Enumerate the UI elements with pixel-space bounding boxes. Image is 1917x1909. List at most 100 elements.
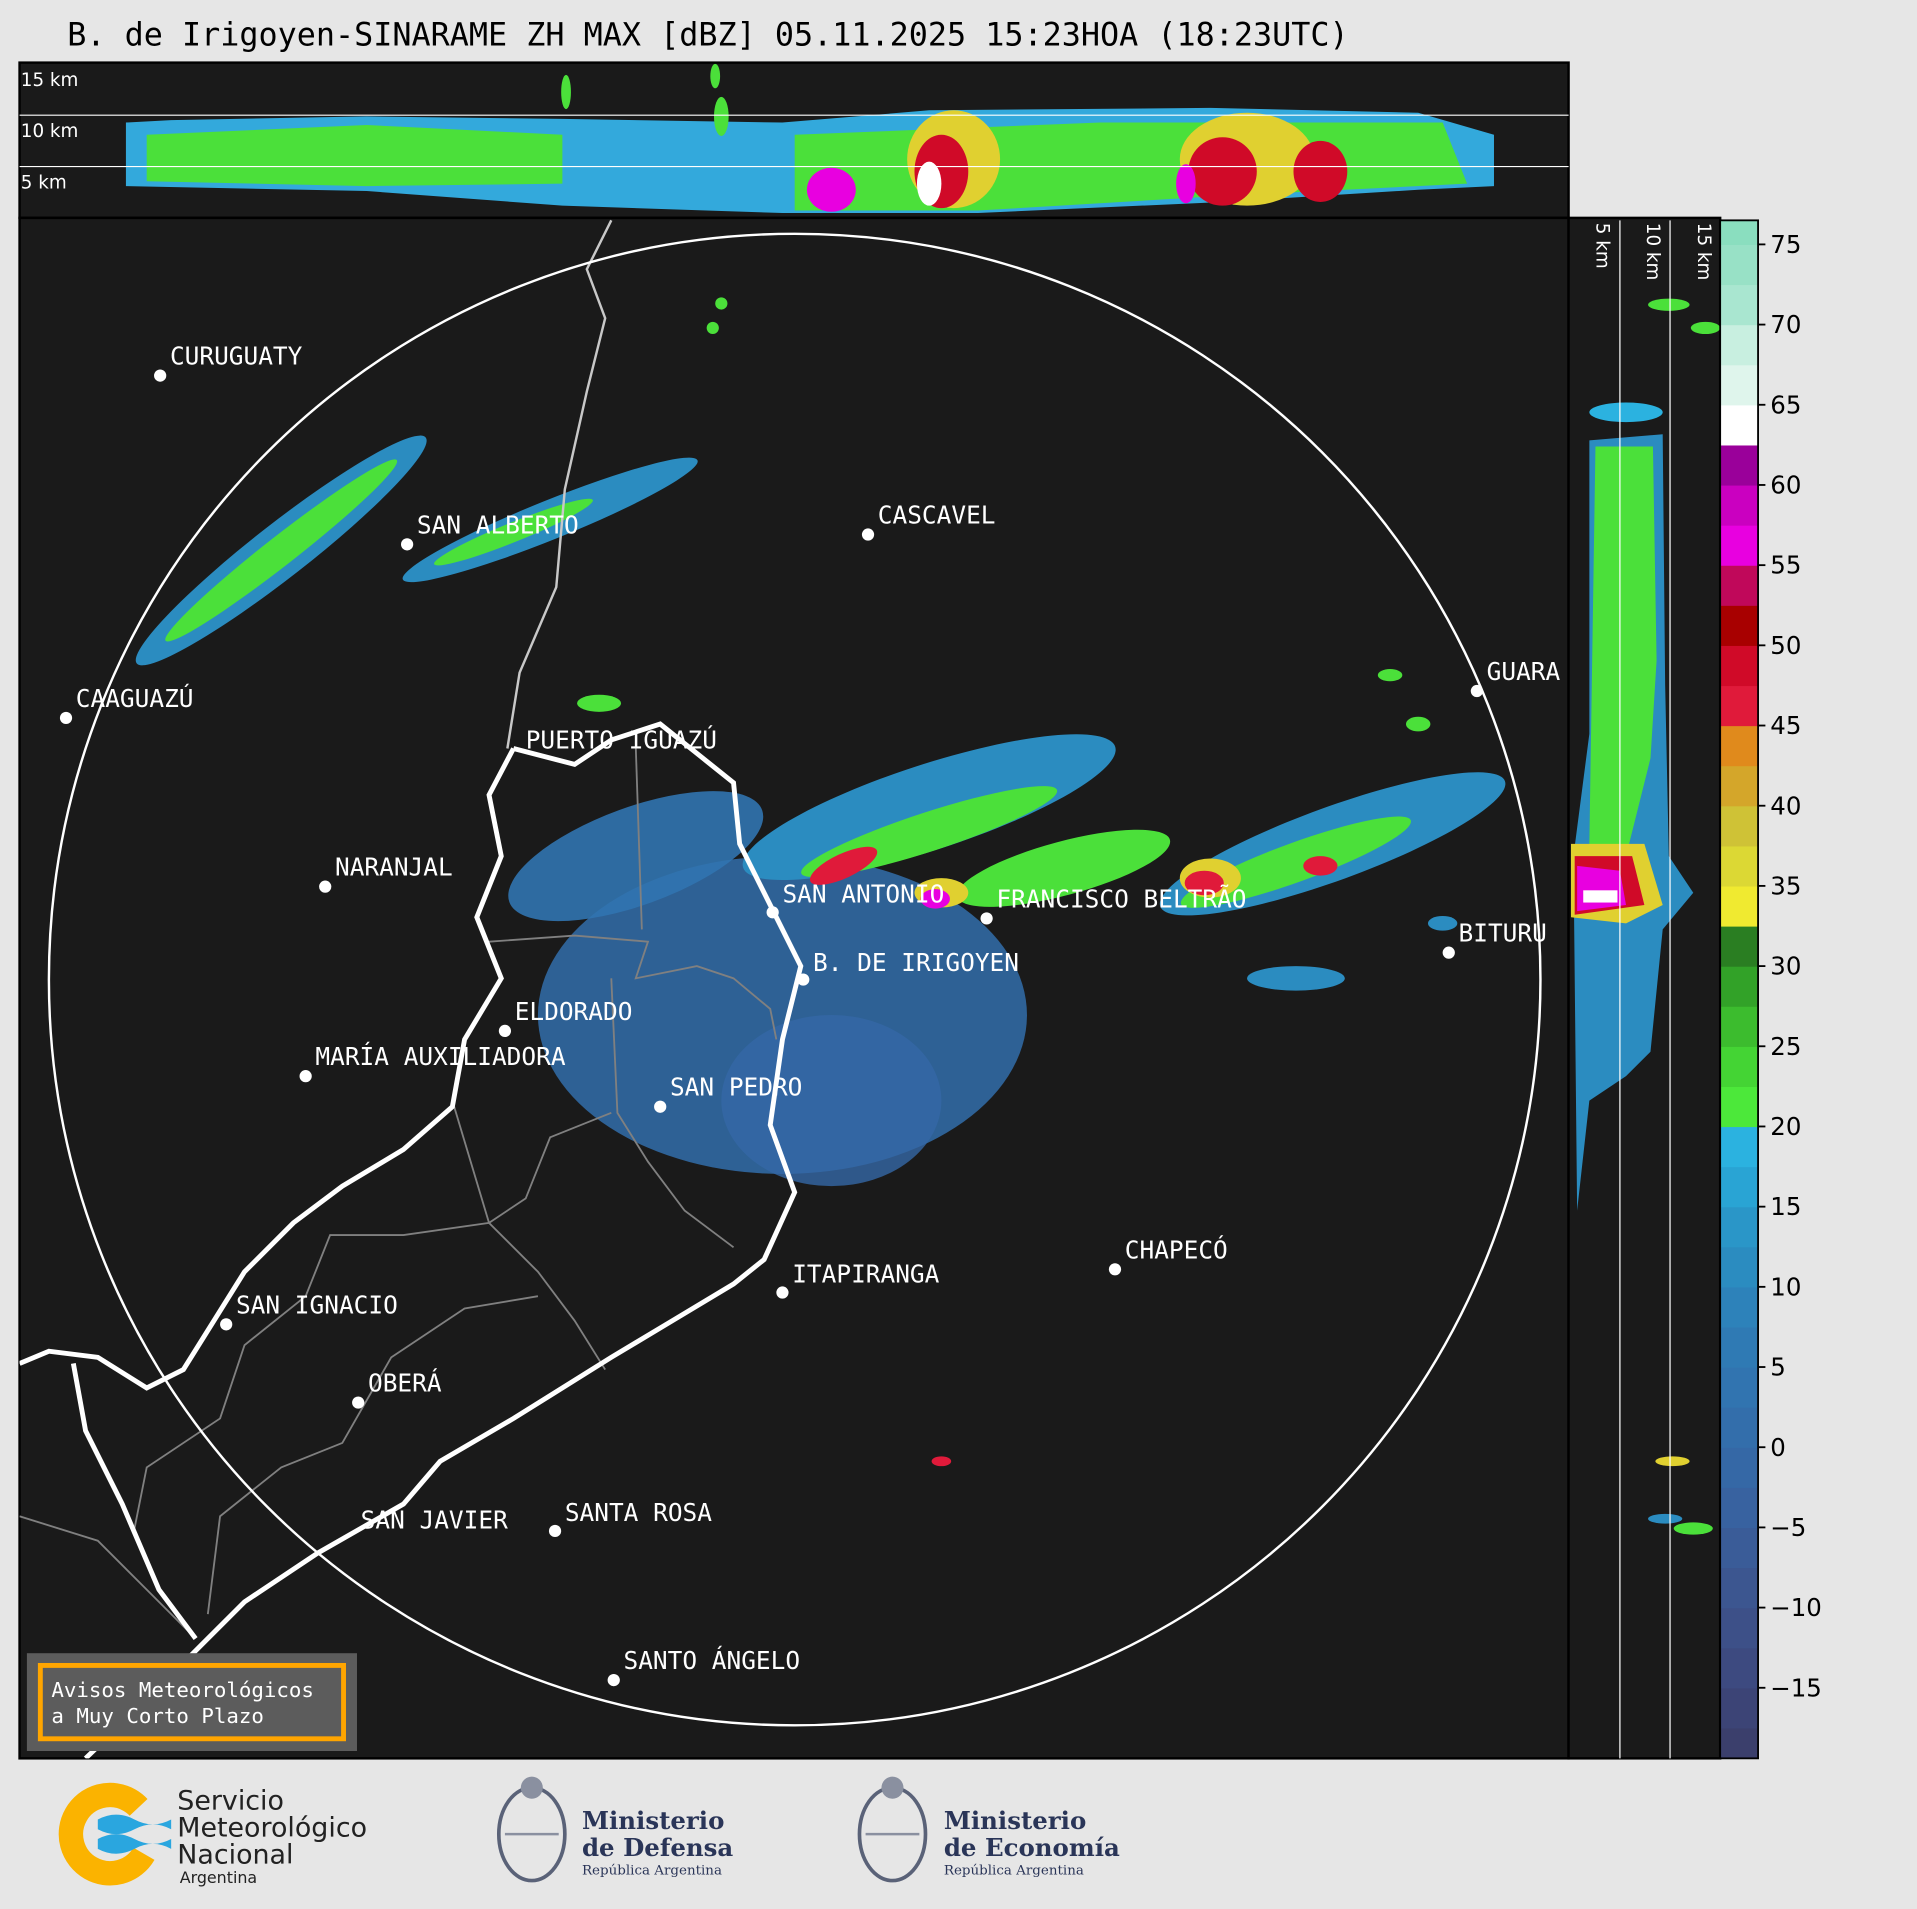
warning-box[interactable]: Avisos Meteorológicos a Muy Corto Plazo	[26, 1653, 357, 1752]
colorbar-bin	[1720, 244, 1759, 286]
colorbar-bin	[1720, 1647, 1759, 1689]
colorbar-bin	[1720, 845, 1759, 887]
colorbar-tick-label: −5	[1770, 1513, 1806, 1542]
colorbar-bin	[1720, 220, 1759, 246]
colorbar-bin	[1720, 364, 1759, 406]
smn-line1: Servicio	[177, 1786, 284, 1817]
colorbar-bin	[1720, 1727, 1759, 1759]
colorbar-tick-label: 45	[1770, 711, 1801, 740]
colorbar-bin	[1720, 1206, 1759, 1248]
economia-line2: de Economía	[944, 1833, 1120, 1862]
colorbar-tick-label: 35	[1770, 871, 1801, 900]
city-label: CURUGUATY	[170, 342, 303, 371]
smn-line3: Nacional	[177, 1839, 293, 1870]
colorbar-tick-label: 55	[1770, 551, 1801, 580]
colorbar-bin	[1720, 605, 1759, 646]
colorbar-bin	[1720, 925, 1759, 967]
ministerio-defensa-logo: Ministerio de Defensa República Argentin…	[496, 1776, 733, 1883]
colorbar-bin	[1720, 685, 1759, 727]
city-label: ELDORADO	[515, 997, 633, 1026]
ministerio-economia-logo: Ministerio de Economía República Argenti…	[857, 1776, 1120, 1883]
colorbar-tick-label: 0	[1770, 1433, 1786, 1462]
colorbar-bin	[1720, 1286, 1759, 1328]
defensa-line2: de Defensa	[582, 1833, 733, 1862]
borders	[19, 219, 804, 1759]
warning-box-line2: a Muy Corto Plazo	[51, 1704, 264, 1728]
colorbar-bin	[1720, 765, 1759, 807]
top-cross-section-echoes	[125, 63, 1494, 214]
colorbar-bin	[1720, 1447, 1759, 1488]
right-cross-section-echoes	[1571, 298, 1721, 1535]
colorbar-bin	[1720, 565, 1759, 606]
defensa-line1: Ministerio	[582, 1806, 724, 1835]
colorbar-tick-label: 15	[1770, 1192, 1801, 1221]
right-cross-section: 5 km 10 km 15 km	[1567, 216, 1722, 1760]
colorbar-bin	[1720, 284, 1759, 326]
colorbar-bin	[1720, 525, 1759, 566]
colorbar-tick-label: 10	[1770, 1272, 1801, 1301]
colorbar-bin	[1720, 1326, 1759, 1368]
colorbar-bin	[1720, 1607, 1759, 1649]
city-label: SANTO ÁNGELO	[624, 1646, 801, 1675]
city-label: BITURU	[1459, 919, 1547, 948]
city-label: SANTA ROSA	[565, 1498, 712, 1527]
city-label: SAN ALBERTO	[417, 510, 579, 539]
colorbar-bin	[1720, 1006, 1759, 1047]
colorbar-tick-label: 75	[1770, 230, 1801, 259]
colorbar-bin	[1720, 1407, 1759, 1448]
colorbar-tick-label: 70	[1770, 310, 1801, 339]
city-label: SAN JAVIER	[361, 1505, 508, 1534]
city-label: SAN PEDRO	[670, 1073, 802, 1102]
colorbar-tick-label: 20	[1770, 1112, 1801, 1141]
city-label: B. DE IRIGOYEN	[813, 948, 1019, 977]
colorbar-tick-label: 25	[1770, 1032, 1801, 1061]
city-label: FRANCISCO BELTRÃO	[996, 883, 1246, 913]
colorbar-bin	[1720, 1487, 1759, 1529]
smn-line4: Argentina	[180, 1868, 257, 1887]
city-markers	[59, 369, 1483, 1687]
colorbar-tick-label: 5	[1770, 1353, 1786, 1382]
city-label: MARÍA AUXILIADORA	[315, 1042, 565, 1071]
height-label-15km: 15 km	[1693, 223, 1714, 281]
height-label-10km: 10 km	[21, 121, 79, 142]
colorbar-bin	[1720, 1086, 1759, 1128]
colorbar-bin	[1720, 1166, 1759, 1208]
colorbar-tick-label: 50	[1770, 631, 1801, 660]
radar-range-ring	[47, 232, 1542, 1727]
colorbar-bin	[1720, 1126, 1759, 1168]
city-label: CAAGUAZÚ	[76, 683, 194, 713]
colorbar-bin	[1720, 484, 1759, 526]
top-cross-section: 15 km 10 km 5 km	[18, 61, 1570, 220]
economia-line3: República Argentina	[944, 1863, 1084, 1878]
colorbar-bin	[1720, 805, 1759, 847]
defensa-line3: República Argentina	[582, 1863, 722, 1878]
city-label: CHAPECÓ	[1125, 1234, 1228, 1264]
height-label-5km: 5 km	[21, 173, 67, 194]
city-label: OBERÁ	[368, 1369, 442, 1398]
colorbar-tick-label: −15	[1770, 1673, 1822, 1702]
colorbar-bin	[1720, 324, 1759, 366]
colorbar-bin	[1720, 1567, 1759, 1609]
smn-line2: Meteorológico	[177, 1813, 367, 1844]
colorbar-bin	[1720, 1527, 1759, 1569]
city-label: SAN IGNACIO	[236, 1290, 398, 1319]
city-label: ITAPIRANGA	[792, 1260, 939, 1289]
colorbar-bin	[1720, 885, 1759, 927]
colorbar-tick-label: −10	[1770, 1593, 1822, 1622]
colorbar-tick-label: 65	[1770, 390, 1801, 419]
colorbar-bin	[1720, 725, 1759, 767]
colorbar-tick-label: 40	[1770, 791, 1801, 820]
height-label-10km: 10 km	[1642, 223, 1663, 281]
economia-line1: Ministerio	[944, 1806, 1086, 1835]
colorbar-bin	[1720, 1046, 1759, 1087]
colorbar-bin	[1720, 966, 1759, 1007]
figure-title: B. de Irigoyen-SINARAME ZH MAX [dBZ] 05.…	[67, 18, 1348, 54]
colorbar-bin	[1720, 404, 1759, 446]
smn-logo: Servicio Meteorológico Nacional Argentin…	[58, 1782, 367, 1887]
colorbar-bin	[1720, 1246, 1759, 1288]
colorbar-bin	[1720, 1367, 1759, 1408]
city-label: NARANJAL	[335, 853, 453, 882]
colorbar-bin	[1720, 645, 1759, 687]
